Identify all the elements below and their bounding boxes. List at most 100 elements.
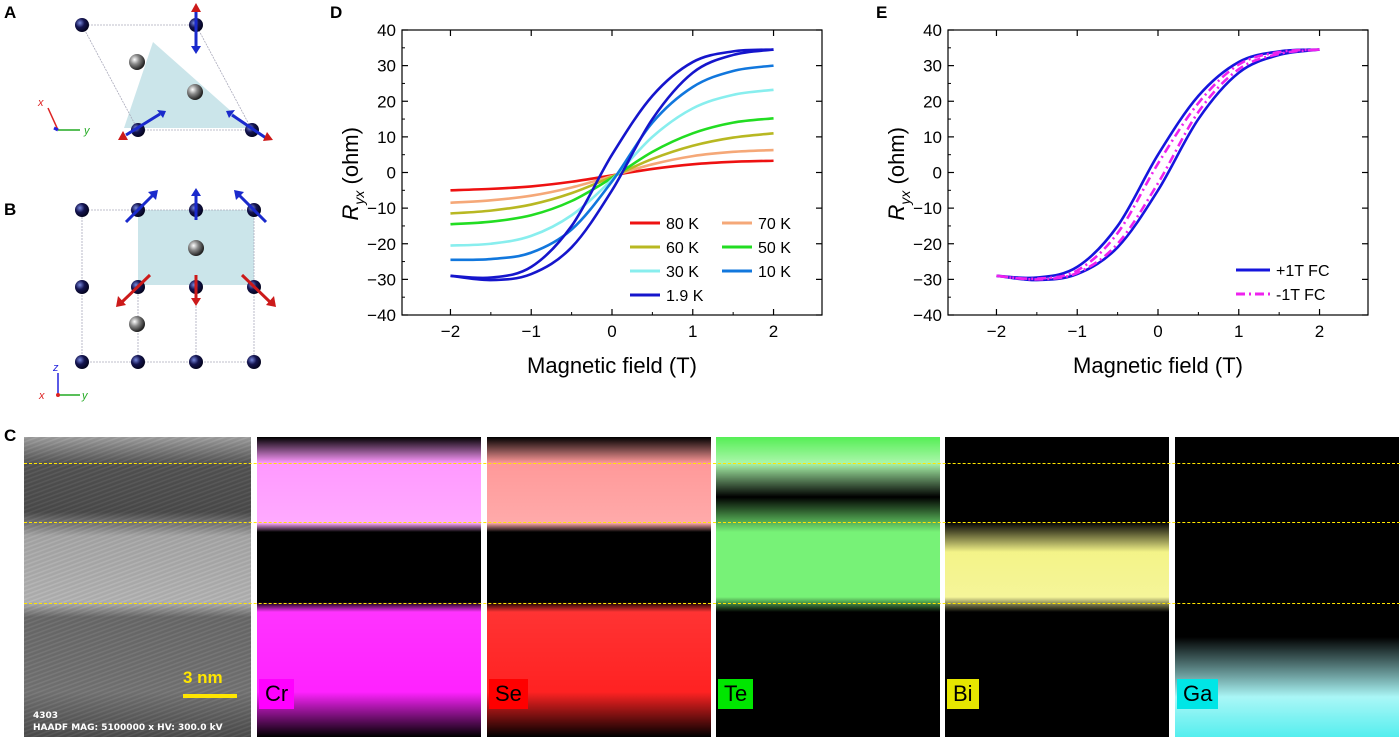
- cr-atom: [247, 355, 261, 369]
- spin-arrow-head: [191, 3, 201, 12]
- legend-label: 60 K: [666, 240, 699, 257]
- y-axis-label: Ryx (ohm): [338, 127, 367, 220]
- legend-label: -1T FC: [1276, 287, 1325, 304]
- eds-element-label: Bi: [947, 679, 979, 709]
- spin-arrow: [120, 273, 152, 304]
- x-axis-label: Magnetic field (T): [1073, 353, 1243, 378]
- cr-atom: [131, 355, 145, 369]
- haadf-info-text: HAADF MAG: 5100000 x HV: 300.0 kV: [33, 723, 223, 733]
- cr-atom: [75, 280, 89, 294]
- scale-bar: [183, 694, 237, 698]
- scale-bar-label: 3 nm: [183, 668, 223, 687]
- x-tick-label: 1: [688, 322, 697, 341]
- series-line-50-k: [450, 117, 774, 226]
- spin-arrow: [236, 192, 268, 224]
- legend-label: 70 K: [758, 216, 791, 233]
- x-tick-label: 2: [1315, 322, 1324, 341]
- spin-arrow: [124, 192, 156, 224]
- panel-letter-e: E: [876, 3, 888, 22]
- y-tick-label: −20: [913, 235, 942, 254]
- legend-label: 1.9 K: [666, 288, 704, 305]
- spin-arrow: [231, 113, 267, 140]
- shaded-triangle: [124, 42, 250, 128]
- eds-element-label: Se: [489, 679, 528, 709]
- legend-label: 50 K: [758, 240, 791, 257]
- y-tick-label: 30: [923, 57, 942, 76]
- legend-label: 80 K: [666, 216, 699, 233]
- y-axis-label: Ryx (ohm): [884, 127, 913, 220]
- axis-x-label: x: [37, 97, 44, 109]
- spin-arrow-head: [263, 132, 273, 141]
- spin-arrow-head: [226, 110, 235, 118]
- se-atom: [187, 84, 203, 100]
- cr-atom: [75, 203, 89, 217]
- spin-arrow-head: [118, 131, 128, 140]
- eds-map-se: Se: [487, 437, 711, 737]
- axis-y-label: y: [81, 390, 89, 402]
- series-line--1t-fc-sweep-up: [996, 48, 1320, 282]
- y-tick-label: 40: [377, 21, 396, 40]
- eds-map-bi: Bi: [945, 437, 1169, 737]
- haadf-texture: [24, 437, 251, 737]
- x-tick-label: 2: [769, 322, 778, 341]
- cr-atom: [75, 18, 89, 32]
- se-atom: [129, 54, 145, 70]
- interface-line-top: [24, 463, 1400, 464]
- eds-map-cr: Cr: [257, 437, 481, 737]
- y-tick-label: 10: [377, 128, 396, 147]
- x-tick-label: −1: [522, 322, 541, 341]
- y-tick-label: 20: [377, 92, 396, 111]
- x-tick-label: 0: [1153, 322, 1162, 341]
- legend-label: +1T FC: [1276, 263, 1330, 280]
- spin-arrow-head: [157, 110, 166, 118]
- se-atom: [188, 240, 204, 256]
- y-tick-label: −20: [367, 235, 396, 254]
- crystal-structure-side-view: z x y: [38, 188, 276, 402]
- spin-arrow-head: [191, 46, 201, 54]
- panel-letter-c: C: [4, 426, 17, 445]
- x-tick-label: −2: [987, 322, 1006, 341]
- series-line-10-k: [450, 64, 774, 262]
- axis-x-label: x: [38, 390, 45, 402]
- panel-letter-a: A: [4, 3, 17, 22]
- panel-letter-b: B: [4, 200, 17, 219]
- cr-atom: [189, 355, 203, 369]
- x-tick-label: −1: [1068, 322, 1087, 341]
- series-line--1t-fc-sweep-down: [996, 48, 1320, 280]
- y-tick-label: −30: [367, 270, 396, 289]
- eds-map-ga: Ga: [1175, 437, 1399, 737]
- y-tick-label: 0: [933, 164, 942, 183]
- haadf-image-id: 4303: [33, 711, 59, 721]
- interface-line-bottom: [24, 603, 1400, 604]
- y-tick-label: 20: [923, 92, 942, 111]
- legend-label: 10 K: [758, 264, 791, 281]
- series-line-1-9-k-sweep-down: [450, 48, 774, 280]
- y-tick-label: −40: [913, 306, 942, 325]
- y-tick-label: 0: [387, 164, 396, 183]
- eds-element-label: Ga: [1177, 679, 1219, 709]
- y-tick-label: −10: [913, 199, 942, 218]
- series-line--1t-fc-sweep-up: [996, 48, 1320, 281]
- y-tick-label: −30: [913, 270, 942, 289]
- x-tick-label: 0: [607, 322, 616, 341]
- series-line--1t-fc-sweep-down: [996, 48, 1320, 281]
- axis-y-label: y: [83, 125, 91, 137]
- interface-line-middle: [24, 522, 1400, 523]
- x-tick-label: −2: [441, 322, 460, 341]
- x-tick-label: 1: [1234, 322, 1243, 341]
- spin-arrow: [125, 112, 161, 137]
- y-tick-label: 30: [377, 57, 396, 76]
- crystal-structure-top-view: x y: [37, 3, 273, 141]
- eds-element-label: Cr: [259, 679, 295, 709]
- legend-label: 30 K: [666, 264, 699, 281]
- panel-letter-d: D: [330, 3, 343, 22]
- series-line-60-k: [450, 132, 774, 215]
- y-tick-label: 10: [923, 128, 942, 147]
- y-tick-label: −10: [367, 199, 396, 218]
- x-axis-label: Magnetic field (T): [527, 353, 697, 378]
- series-line-1-9-k-sweep-up: [450, 48, 774, 282]
- haadf-image: [24, 437, 251, 737]
- eds-map-te: Te: [716, 437, 940, 737]
